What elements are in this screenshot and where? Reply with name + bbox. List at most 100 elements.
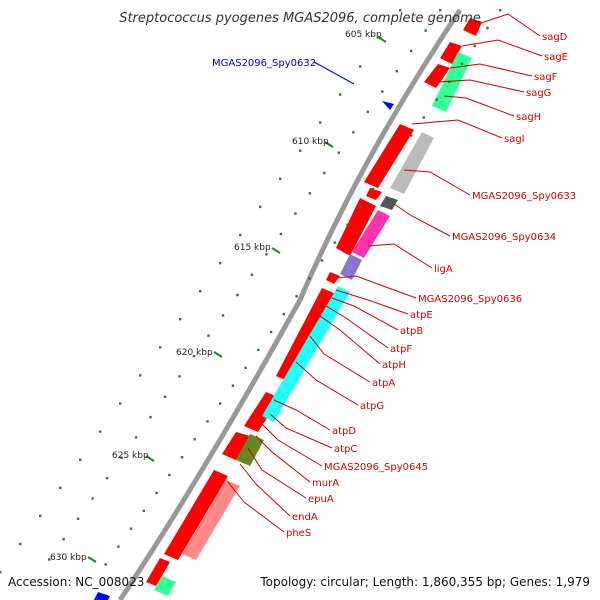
gc-tick-1-18 [178,375,181,378]
label-leaders [227,13,543,533]
gene-label-atpD[interactable]: atpD [332,426,356,437]
gene-label-sagE[interactable]: sagE [544,52,568,63]
gc-tick-1-22 [120,456,123,459]
gc-tick-2-13 [139,374,142,377]
gene-label-atpG[interactable]: atpG [360,401,384,412]
feature-olive[interactable] [236,434,264,466]
gc-tick-0-10 [371,187,375,191]
gene-label-atpF[interactable]: atpF [390,344,412,355]
gc-tick-0-16 [295,295,298,298]
gc-tick-0-14 [320,259,324,262]
gc-tick-2-7 [259,205,262,209]
gene-label-atpH[interactable]: atpH [382,360,406,371]
gc-tick-2-17 [59,486,62,489]
feature-sagD[interactable] [463,18,482,36]
kbp-scale [87,36,387,563]
feature-blue-lower[interactable] [94,592,110,600]
gc-tick-1-27 [48,558,51,561]
gc-tick-1-6 [352,131,355,134]
gc-tick-2-8 [239,233,242,237]
gc-tick-2-20 [0,570,2,574]
feature-spy0633[interactable] [366,188,382,200]
gene-label-spy0634[interactable]: MGAS2096_Spy0634 [452,232,556,243]
feature-cyan[interactable] [262,286,350,422]
gene-label-epuA[interactable]: epuA [308,494,334,505]
feature-magenta[interactable] [352,210,390,258]
gc-tick-1-11 [279,232,283,236]
gene-label-spy0633[interactable]: MGAS2096_Spy0633 [472,191,576,202]
gene-label-pheS[interactable]: pheS [286,528,311,539]
gc-tick-0-31 [104,563,107,566]
gene-label-spy0636[interactable]: MGAS2096_Spy0636 [418,294,522,305]
feature-grey[interactable] [390,132,434,194]
gc-tick-0-12 [346,223,349,226]
gc-tick-0-5 [435,98,438,101]
feature-spy0636[interactable] [326,272,340,284]
feature-pheS[interactable] [164,470,228,560]
kbp-label-625: 625 kbp [112,451,149,461]
gc-tick-1-17 [192,354,196,358]
gc-tick-1-3 [395,70,398,73]
feature-sagE[interactable] [440,42,462,64]
gc-tick-1-9 [308,192,312,195]
gc-tick-0-27 [155,491,158,495]
gc-tick-1-19 [163,395,167,398]
gc-tick-0-9 [384,169,387,173]
map-title: Streptococcus pyogenes MGAS2096, complet… [119,11,481,26]
feature-atp[interactable] [276,288,336,382]
gene-label-sagH[interactable]: sagH [516,112,541,123]
feature-green-lower[interactable] [154,576,176,596]
gene-label-atpA[interactable]: atpA [372,378,395,389]
gc-tick-0-22 [219,402,222,405]
gene-label-atpC[interactable]: atpC [334,444,357,455]
gc-tick-1-4 [381,90,384,93]
gc-tick-0-30 [117,545,120,548]
gene-label-sagG[interactable]: sagG [526,88,551,99]
feature-epuA[interactable] [222,432,250,460]
feature-sag-cog[interactable] [432,52,472,112]
gene-label-spy0632[interactable]: MGAS2096_Spy0632 [212,58,316,69]
feature-violet[interactable] [340,254,362,280]
gene-label-sagD[interactable]: sagD [542,32,568,43]
feature-ligA[interactable] [336,198,376,256]
feature-dark[interactable] [380,196,398,210]
gc-tick-2-12 [159,346,162,349]
gc-tick-0-8 [397,152,400,155]
feature-sagF[interactable] [424,64,450,88]
gene-label-atpB[interactable]: atpB [400,326,423,337]
gene-label-endA[interactable]: endA [292,512,318,523]
gc-tick-1-16 [207,334,210,337]
gene-label-murA[interactable]: murA [312,478,339,489]
gene-label-ligA[interactable]: ligA [434,264,453,275]
gc-tick-1-5 [366,110,369,114]
kbp-label-630: 630 kbp [50,553,87,563]
gc-tick-1-10 [294,212,297,215]
gc-tick-2-5 [299,149,302,152]
gc-tick-0-25 [180,456,184,459]
gc-tick-2-3 [339,93,342,96]
gc-tick-2-2 [359,65,362,68]
gc-tick-0-17 [282,312,285,316]
gene-label-sagF[interactable]: sagF [534,72,558,83]
gc-tick-2-14 [119,402,122,405]
gc-tick-1-25 [76,517,80,520]
gc-tick-2-19 [19,542,22,546]
feature-reverse-marker[interactable] [382,101,394,110]
cog-feature-track [94,52,472,600]
gene-label-sagI[interactable]: sagI [504,134,525,145]
gc-tick-2-9 [219,261,222,265]
gc-tick-1-23 [105,476,109,480]
forward-strand-track [146,18,482,586]
gene-label-atpE[interactable]: atpE [410,310,433,321]
gene-label-spy0645[interactable]: MGAS2096_Spy0645 [324,462,428,473]
gc-tick-1-8 [323,171,326,175]
feature-sagI[interactable] [364,124,414,188]
gc-tick-1-14 [236,293,239,297]
gc-tick-0-18 [269,330,273,334]
gc-tick-0-3 [460,62,464,65]
gc-tick-2-18 [39,514,42,518]
gc-tick-0-23 [206,420,209,423]
feature-salmon[interactable] [182,480,240,560]
feature-lower[interactable] [146,558,170,586]
